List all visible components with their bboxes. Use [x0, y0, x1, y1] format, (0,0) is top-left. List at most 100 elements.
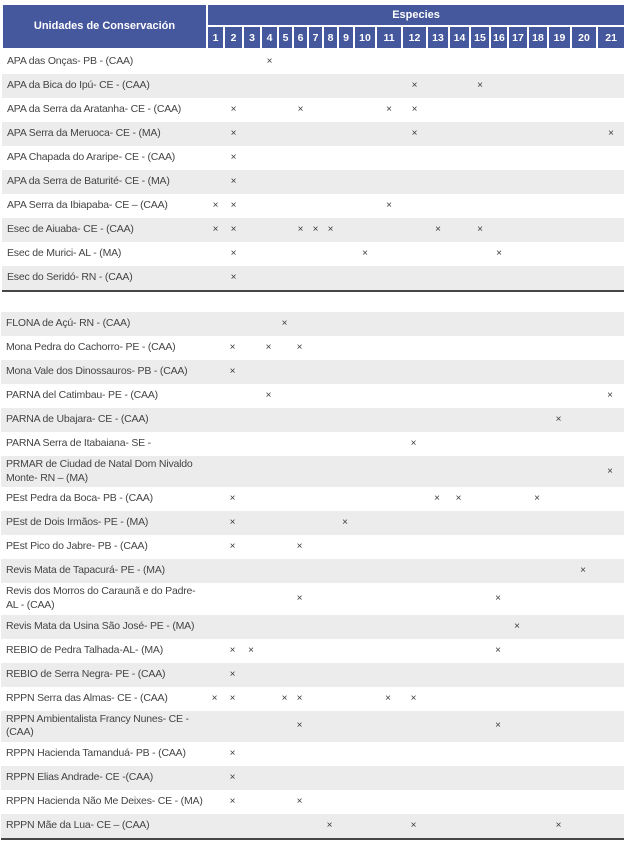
empty-cell [242, 790, 260, 814]
empty-cell [570, 687, 596, 711]
empty-cell [277, 711, 292, 742]
empty-cell [293, 194, 308, 218]
empty-cell [426, 456, 448, 487]
empty-cell [507, 742, 527, 766]
empty-cell [353, 456, 375, 487]
empty-cell [260, 639, 277, 663]
empty-cell [596, 432, 624, 456]
empty-cell [507, 487, 527, 511]
unit-name-cell: Revis dos Morros do Caraunã e do Padre- … [6, 585, 196, 611]
presence-mark: × [230, 224, 237, 235]
empty-cell [401, 487, 426, 511]
empty-cell [527, 687, 547, 711]
empty-cell [547, 432, 570, 456]
empty-cell [353, 384, 375, 408]
presence-mark: × [477, 80, 483, 91]
empty-cell [426, 559, 448, 583]
presence-mark: × [212, 200, 219, 211]
species-number-cell: 8 [322, 25, 339, 50]
empty-cell [260, 766, 277, 790]
empty-cell [490, 194, 508, 218]
table-row: PARNA Serra de Itabaiana- SE - × [1, 432, 624, 456]
empty-cell [260, 711, 277, 742]
empty-cell [547, 535, 570, 559]
empty-cell [354, 170, 376, 194]
empty-cell [322, 766, 337, 790]
empty-cell [527, 408, 547, 432]
empty-cell [570, 408, 596, 432]
empty-cell [448, 456, 469, 487]
empty-cell [597, 218, 624, 242]
empty-cell [548, 98, 571, 122]
empty-cell [242, 687, 260, 711]
empty-cell [448, 408, 469, 432]
presence-mark: × [410, 692, 417, 704]
empty-cell [448, 790, 469, 814]
empty-cell [597, 194, 624, 218]
empty-cell [277, 766, 292, 790]
empty-cell [338, 98, 354, 122]
empty-cell [292, 487, 307, 511]
empty-cell [261, 218, 278, 242]
empty-cell [570, 615, 596, 639]
empty-cell [489, 456, 507, 487]
empty-cell [596, 790, 624, 814]
empty-cell [261, 98, 278, 122]
species-number-cell: 6 [292, 25, 309, 50]
empty-cell [527, 559, 547, 583]
empty-cell [448, 336, 469, 360]
table-row: Revis dos Morros do Caraunã e do Padre- … [1, 583, 624, 614]
empty-cell [449, 98, 470, 122]
empty-cell [469, 790, 489, 814]
empty-cell [571, 218, 597, 242]
presence-mark: × [327, 224, 334, 235]
empty-cell [323, 242, 338, 266]
presence-mark: × [495, 592, 501, 604]
empty-cell [527, 814, 547, 839]
empty-cell [293, 242, 308, 266]
unit-name-cell: RPPN Elias Andrade- CE -(CAA) [6, 771, 154, 784]
empty-cell [547, 742, 570, 766]
empty-cell [261, 170, 278, 194]
empty-cell [489, 312, 507, 336]
empty-cell [596, 312, 624, 336]
empty-cell [337, 384, 353, 408]
empty-cell [353, 639, 375, 663]
empty-cell [596, 360, 624, 384]
presence-mark: × [534, 493, 540, 505]
empty-cell [260, 559, 277, 583]
presence-mark: × [607, 390, 613, 401]
table-row: Revis Mata de Tapacurá- PE - (MA) × [1, 559, 624, 584]
empty-cell [277, 487, 292, 511]
empty-cell [570, 456, 596, 487]
empty-cell [277, 360, 292, 384]
empty-cell [260, 687, 277, 711]
empty-cell [354, 74, 376, 98]
unit-name-cell: REBIO de Serra Negra- PE - (CAA) [6, 667, 166, 680]
empty-cell [207, 98, 224, 122]
presence-mark: × [212, 224, 219, 235]
empty-cell [469, 687, 489, 711]
empty-cell [427, 194, 449, 218]
empty-cell [322, 432, 337, 456]
empty-cell [570, 639, 596, 663]
empty-cell [469, 711, 489, 742]
presence-mark: × [580, 565, 586, 577]
empty-cell [375, 535, 401, 559]
empty-cell [322, 583, 337, 614]
empty-cell [401, 456, 426, 487]
empty-cell [427, 74, 449, 98]
unit-name-cell: RPPN Serra das Almas- CE - (CAA) [6, 691, 168, 704]
empty-cell [508, 194, 528, 218]
empty-cell [375, 336, 401, 360]
species-number-cell: 4 [260, 25, 279, 50]
unit-name-cell: PEst Pico do Jabre- PB - (CAA) [6, 540, 148, 553]
empty-cell [243, 74, 261, 98]
empty-cell [470, 266, 490, 291]
table-row: APA Serra da Meruoca- CE - (MA) × × × [2, 122, 624, 146]
empty-cell [596, 814, 624, 839]
empty-cell [402, 49, 427, 74]
empty-cell [448, 559, 469, 583]
